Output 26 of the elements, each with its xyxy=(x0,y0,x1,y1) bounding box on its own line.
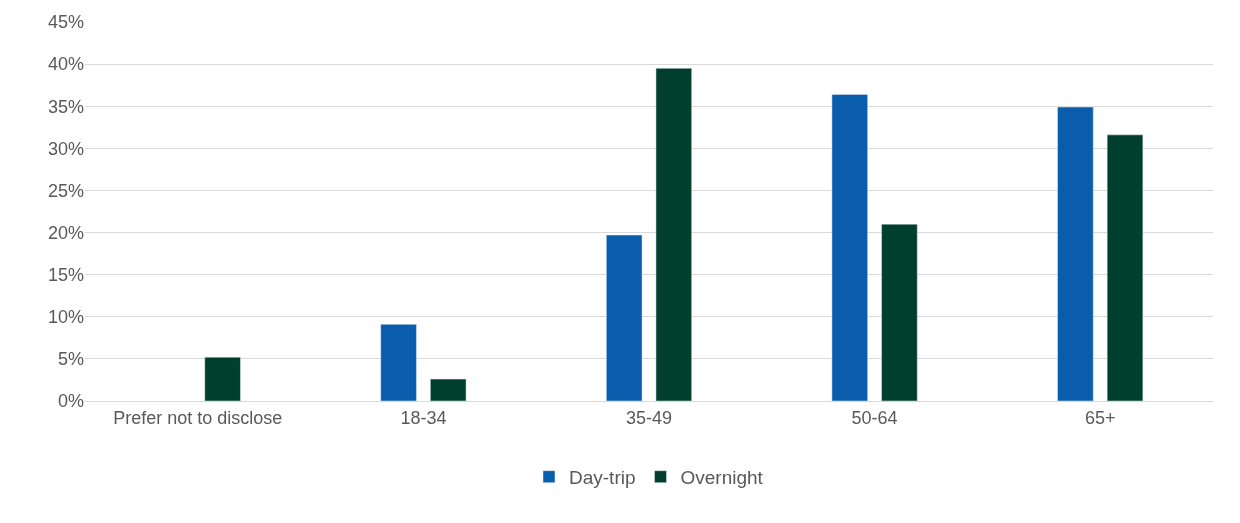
y-tick-label: 35% xyxy=(47,96,84,117)
x-tick-label: 18-34 xyxy=(400,407,447,428)
bar xyxy=(831,94,868,401)
legend-label: Day-trip xyxy=(569,467,636,489)
y-tick-label: 0% xyxy=(57,391,84,412)
bar xyxy=(1106,134,1144,401)
x-tick-label: Prefer not to disclose xyxy=(113,407,283,428)
bar xyxy=(606,234,643,401)
bar xyxy=(380,324,417,401)
x-tick-label: 65+ xyxy=(1084,407,1116,428)
bar xyxy=(204,356,241,401)
y-tick-label: 45% xyxy=(47,12,84,33)
y-tick-label: 40% xyxy=(47,54,84,75)
y-tick-label: 30% xyxy=(47,138,84,159)
bar xyxy=(655,68,692,401)
y-tick-label: 5% xyxy=(57,349,84,370)
legend-label: Overnight xyxy=(680,467,764,489)
x-tick-label: 50-64 xyxy=(851,407,898,428)
bar xyxy=(1057,106,1094,401)
bar xyxy=(881,223,918,401)
y-tick-label: 15% xyxy=(47,264,84,285)
y-tick-label: 10% xyxy=(47,307,84,328)
y-tick-label: 20% xyxy=(47,222,84,243)
bar xyxy=(430,378,467,401)
y-tick-label: 25% xyxy=(47,180,84,201)
x-tick-label: 35-49 xyxy=(625,407,673,428)
